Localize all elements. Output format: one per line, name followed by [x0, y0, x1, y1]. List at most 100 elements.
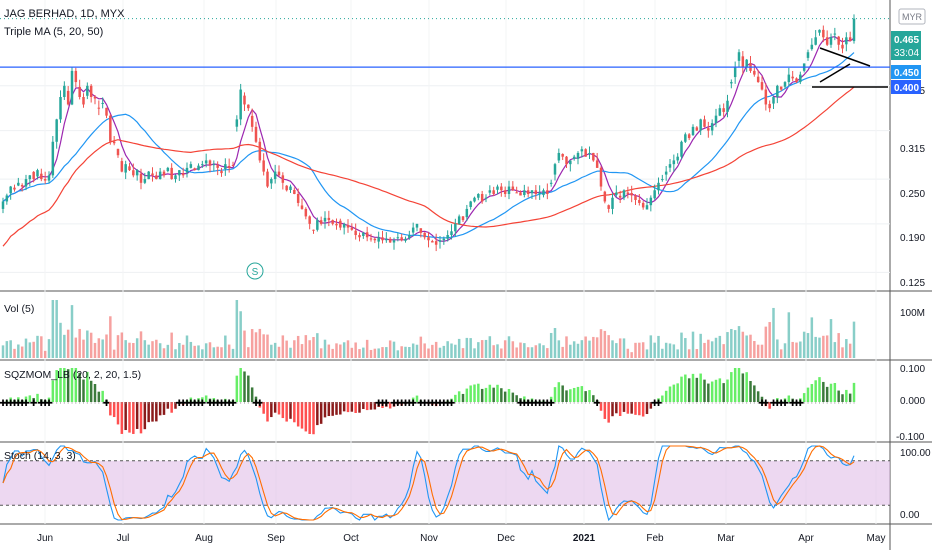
momentum-bar [676, 383, 679, 402]
squeeze-dot: · [316, 399, 319, 409]
momentum-bar [247, 375, 250, 402]
trendline-lower[interactable] [819, 63, 851, 83]
volume-bar [825, 335, 829, 358]
candle-body [515, 192, 518, 194]
volume-bar [787, 312, 791, 358]
volume-bar [561, 346, 564, 358]
candle-body [204, 160, 208, 164]
candle-body [549, 182, 553, 184]
squeeze-dot: · [243, 399, 246, 409]
momentum-bar [86, 371, 89, 402]
squeeze-dot: ✚ [398, 399, 406, 409]
candle-body [737, 52, 741, 61]
squeeze-dot: · [837, 399, 840, 409]
price-axis[interactable]: 0 0.375 0.315 0.250 0.190 0.125 MYR 0.46… [891, 8, 931, 521]
candle-body [687, 134, 691, 139]
squeeze-dot: · [481, 399, 484, 409]
time-tick: Nov [420, 533, 438, 544]
squeeze-dot: · [715, 399, 718, 409]
squeeze-dot: ✚ [762, 399, 770, 409]
candle-body [5, 195, 9, 202]
candle-body [622, 190, 626, 198]
volume-bar [710, 341, 714, 358]
time-tick: Dec [497, 533, 515, 544]
squeeze-dot: · [623, 399, 626, 409]
volume-bar [254, 332, 258, 358]
squeeze-dot: · [320, 399, 323, 409]
momentum-bar [434, 402, 438, 407]
volume-bar [224, 335, 227, 358]
time-tick: Mar [717, 533, 735, 544]
candle-body [672, 160, 676, 165]
candle-body [346, 224, 350, 228]
annotation-s-marker[interactable]: S [246, 262, 264, 280]
triple-ma-legend[interactable]: Triple MA (5, 20, 50) [4, 26, 104, 38]
candle-body [718, 108, 722, 116]
squeeze-dot: · [51, 399, 54, 409]
stoch-d-line [2, 445, 855, 521]
candle-body [695, 127, 699, 131]
momentum-bar [461, 393, 465, 402]
trendline-upper[interactable] [819, 47, 871, 67]
momentum-bar [319, 402, 323, 424]
momentum-bar [488, 384, 492, 402]
candle-body [848, 37, 852, 42]
volume-bar [285, 340, 288, 358]
momentum-bar [680, 376, 683, 402]
volume-bar [572, 341, 576, 358]
candle-body [147, 171, 150, 180]
currency-badge[interactable]: MYR [898, 8, 926, 25]
squeeze-dot: · [358, 399, 361, 409]
squeeze-dot: · [416, 399, 419, 409]
momentum-bar [714, 379, 718, 402]
volume-bar [848, 343, 852, 358]
volume-bars [1, 300, 856, 358]
momentum-bar [178, 402, 181, 404]
momentum-bar [507, 388, 511, 402]
candle-body [132, 170, 135, 176]
squeeze-dot: · [235, 399, 238, 409]
momentum-bar [626, 402, 630, 414]
symbol-legend[interactable]: JAG BERHAD, 1D, MYX [4, 8, 125, 20]
volume-bar [833, 342, 837, 358]
squeeze-dot: · [638, 399, 641, 409]
volume-bar [714, 337, 718, 358]
squeeze-dot: ✚ [195, 399, 203, 409]
candle-body [369, 238, 373, 240]
momentum-bar [845, 389, 848, 402]
momentum-bar [266, 402, 269, 422]
time-axis[interactable]: Jun Jul Aug Sep Oct Nov Dec 2021 Feb Mar… [37, 533, 886, 544]
level-label: 0.400 [894, 83, 919, 94]
candle-body [9, 186, 12, 194]
volume-bar [404, 346, 407, 358]
volume-bar [776, 339, 779, 358]
squeeze-dot: · [147, 399, 150, 409]
candle-body [822, 29, 825, 38]
momentum-bar [316, 402, 319, 426]
stoch-legend[interactable]: Stoch (14, 3, 3) [4, 450, 76, 462]
volume-bar [128, 342, 131, 358]
momentum-bar [197, 398, 200, 402]
squeeze-dot: · [285, 399, 288, 409]
candle-body [450, 231, 453, 236]
stoch-band-layer [0, 460, 890, 506]
stoch-tick: 100.00 [900, 448, 931, 459]
momentum-bar [166, 402, 170, 409]
volume-bar [473, 348, 476, 358]
squeeze-dot: ✚ [425, 399, 433, 409]
volume-legend[interactable]: Vol (5) [4, 303, 35, 315]
candle-body [791, 76, 794, 79]
momentum-bar [473, 384, 476, 402]
momentum-bar [170, 402, 173, 413]
momentum-legend[interactable]: SQZMOM_LB (20, 2, 20, 1.5) [4, 369, 142, 381]
volume-bar [707, 339, 710, 358]
candle-body [503, 190, 507, 194]
volume-bar [365, 339, 369, 358]
volume-bar [415, 344, 419, 358]
momentum-bar [572, 387, 576, 402]
candle-body [630, 192, 633, 196]
squeeze-dot: ✚ [210, 399, 218, 409]
time-tick: Jun [37, 533, 53, 544]
